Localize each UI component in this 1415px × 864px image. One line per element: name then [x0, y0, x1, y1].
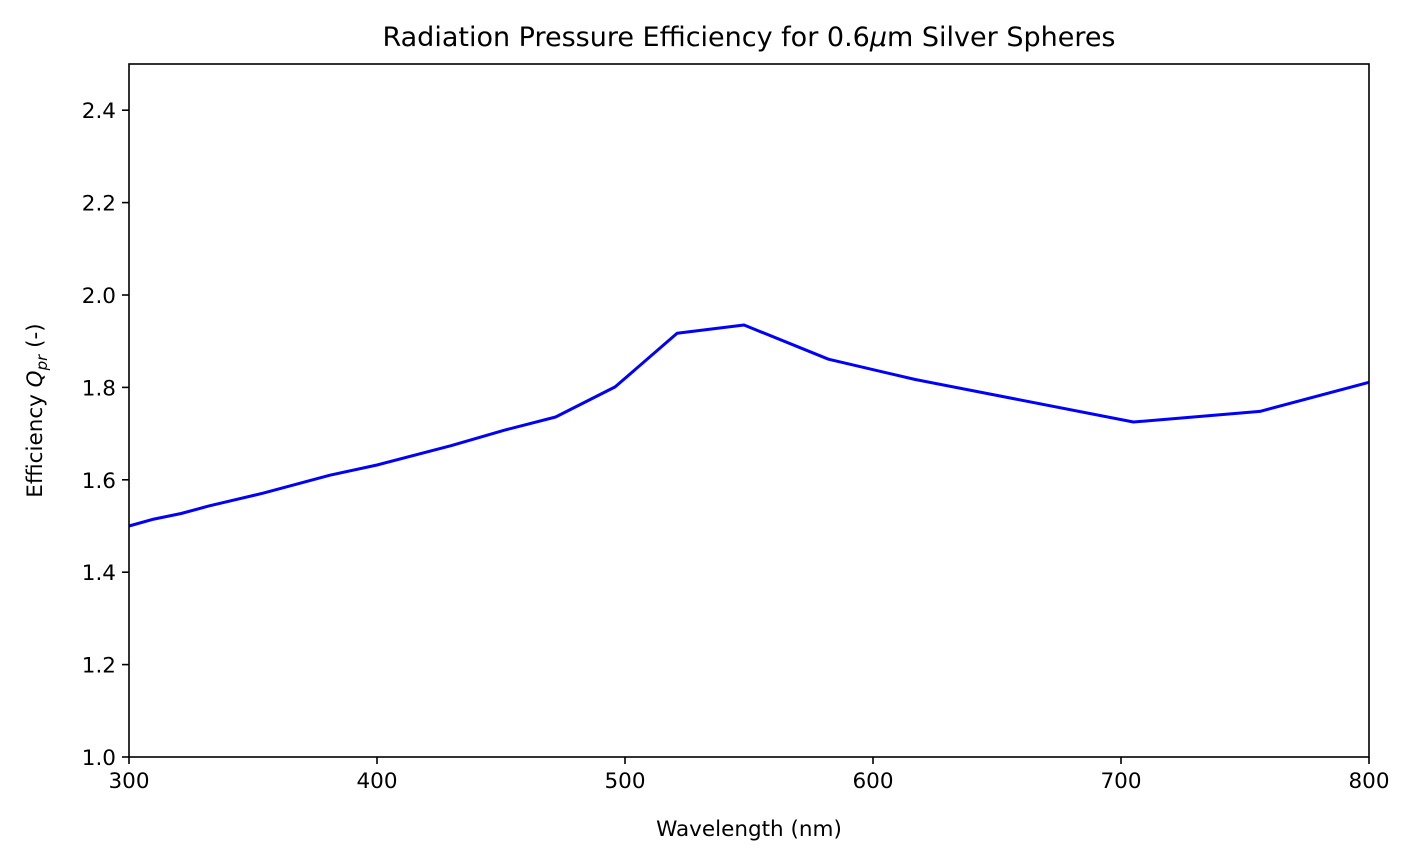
chart-title: Radiation Pressure Efficiency for 0.6μm …	[382, 22, 1115, 53]
y-axis-label-q: Q	[23, 370, 48, 387]
x-tick-label: 600	[852, 769, 893, 794]
x-tick-label: 800	[1348, 769, 1389, 794]
y-tick-label: 2.0	[82, 284, 116, 309]
y-tick-label: 1.0	[82, 746, 116, 771]
y-tick-label: 1.6	[82, 469, 116, 494]
x-tick-label: 400	[356, 769, 397, 794]
y-tick-label: 1.2	[82, 654, 116, 679]
y-tick-label: 2.2	[82, 192, 116, 217]
y-axis-ticks: 1.0 1.2 1.4 1.6 1.8 2.0 2.2 2.4	[82, 99, 129, 771]
x-tick-label: 300	[108, 769, 149, 794]
y-tick-label: 1.8	[82, 376, 116, 401]
plot-frame	[128, 63, 1370, 758]
title-mu-symbol: μ	[869, 22, 887, 53]
x-axis-ticks: 300 400 500 600 700 800	[108, 757, 1390, 794]
y-tick-label: 1.4	[82, 561, 116, 586]
data-series-line	[128, 323, 1370, 528]
x-tick-label: 700	[1100, 769, 1141, 794]
plot-area	[128, 63, 1370, 758]
y-axis-label: Efficiency Qpr (-)	[23, 323, 51, 497]
x-tick-label: 500	[604, 769, 645, 794]
y-axis-label-subscript: pr	[33, 354, 51, 372]
y-tick-label: 2.4	[82, 99, 116, 124]
x-axis-label: Wavelength (nm)	[656, 817, 842, 842]
